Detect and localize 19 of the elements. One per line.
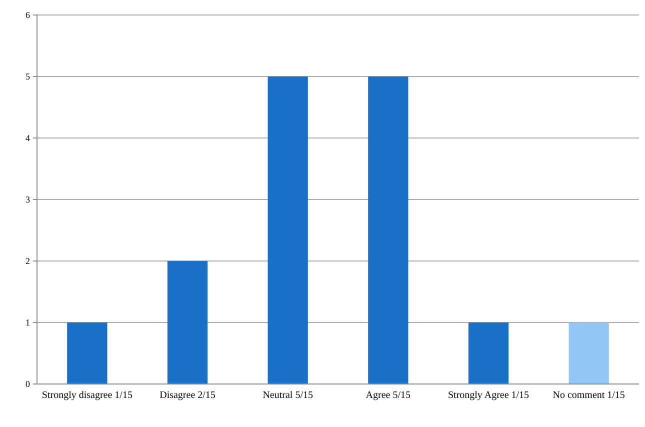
y-tick-label: 0 [26, 378, 30, 389]
y-tick-label: 6 [26, 10, 30, 20]
y-tick-label: 1 [26, 317, 30, 328]
x-tick-label: Neutral 5/15 [262, 390, 313, 401]
x-tick-label: Strongly disagree 1/15 [42, 390, 132, 401]
y-tick-label: 2 [26, 256, 30, 266]
y-tick-label: 5 [26, 71, 30, 82]
y-tick-label: 3 [26, 194, 30, 204]
bar [468, 322, 509, 384]
bar [167, 261, 208, 384]
y-tick-label: 4 [26, 132, 30, 143]
x-tick-label: Agree 5/15 [366, 390, 411, 401]
bar [67, 322, 108, 384]
bar [368, 76, 408, 384]
x-tick-label: Disagree 2/15 [160, 390, 216, 401]
x-tick-label: No comment 1/15 [552, 390, 625, 401]
x-tick-label: Strongly Agree 1/15 [448, 390, 530, 401]
bar [568, 322, 609, 384]
bar [268, 76, 308, 384]
